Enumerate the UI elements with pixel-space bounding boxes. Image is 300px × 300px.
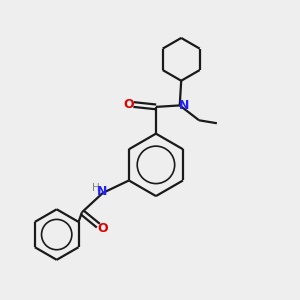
Text: O: O (98, 222, 108, 235)
Text: O: O (123, 98, 134, 111)
Text: H: H (92, 183, 100, 193)
Text: N: N (178, 99, 189, 112)
Text: N: N (97, 185, 107, 198)
